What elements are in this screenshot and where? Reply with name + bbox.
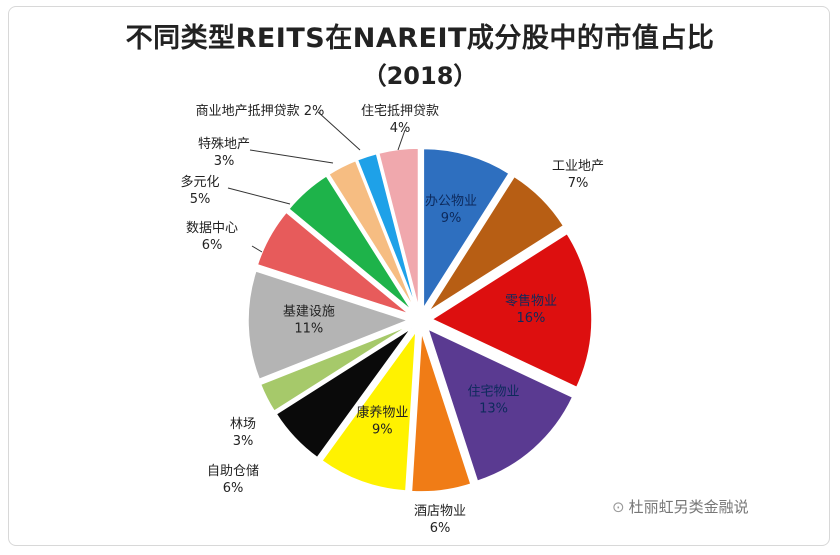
slice-label: 自助仓储 (207, 464, 259, 479)
leader-lines (227, 111, 406, 253)
leader-line (317, 111, 361, 151)
slice-label: 林场 (230, 417, 256, 432)
pie-slice-13 (356, 152, 418, 309)
pie-slice-6 (320, 328, 417, 492)
pie-slice-3 (430, 232, 593, 389)
slice-value-label: 9% (372, 423, 393, 438)
chart-subtitle: （2018） (362, 62, 478, 90)
slice-value-label: 3% (233, 434, 254, 449)
slice-label: 住宅物业 (468, 384, 520, 399)
slice-value-label: 16% (517, 311, 546, 326)
slice-label: 康养物业 (356, 405, 408, 421)
pie-slice-9 (247, 269, 411, 381)
slice-value-label: 6% (202, 238, 223, 253)
slice-value-label: 11% (294, 321, 323, 336)
slice-labels: 办公物业 9% 工业地产 7% 零售物业 16% 住宅物业 13% 酒店物业 6% 康养物业 9% 自助… (180, 104, 604, 536)
slice-value-label: 3% (214, 154, 235, 169)
pie-slice-8 (259, 324, 410, 413)
pie-slice-12 (327, 159, 416, 310)
slice-label: 零售物业 (505, 293, 557, 309)
leader-line (249, 149, 334, 164)
slice-value-label: 13% (479, 401, 508, 416)
pie-slice-7 (275, 327, 412, 459)
watermark: ⊙ 杜丽虹另类金融说 (612, 496, 749, 517)
slice-label: 酒店物业 (414, 504, 466, 519)
leader-line (251, 245, 263, 253)
slice-value-label: 4% (390, 121, 411, 136)
pie-slice-2 (427, 175, 565, 313)
leader-line (227, 187, 291, 205)
pie-slice-4 (426, 327, 574, 483)
pie-slices (247, 147, 593, 493)
slice-value-label: 7% (568, 176, 589, 191)
slice-value-label: 6% (430, 521, 451, 536)
slice-label: 特殊地产 (198, 137, 250, 152)
pie-slice-5 (410, 331, 472, 493)
slice-label: 办公物业 (425, 194, 477, 209)
slice-value-label: 9% (441, 211, 462, 226)
slice-label: 住宅抵押贷款 (361, 104, 439, 119)
chart-title: 不同类型REITS在NAREIT成分股中的市值占比 (125, 23, 715, 54)
slice-label: 数据中心 (186, 221, 238, 236)
slice-label: 工业地产 (552, 159, 604, 174)
slice-label: 商业地产抵押贷款 2% (196, 104, 325, 119)
slice-label: 基建设施 (283, 304, 335, 319)
pie-slice-10 (256, 211, 410, 315)
chart-frame (8, 6, 830, 546)
watermark-text: 杜丽虹另类金融说 (628, 498, 749, 516)
leader-line (397, 129, 406, 151)
wechat-icon: ⊙ (612, 498, 625, 516)
pie-slice-11 (287, 174, 413, 312)
slice-value-label: 5% (190, 192, 211, 207)
slice-label: 多元化 (180, 174, 219, 190)
slice-value-label: 6% (223, 481, 244, 496)
pie-slice-1 (422, 147, 511, 312)
